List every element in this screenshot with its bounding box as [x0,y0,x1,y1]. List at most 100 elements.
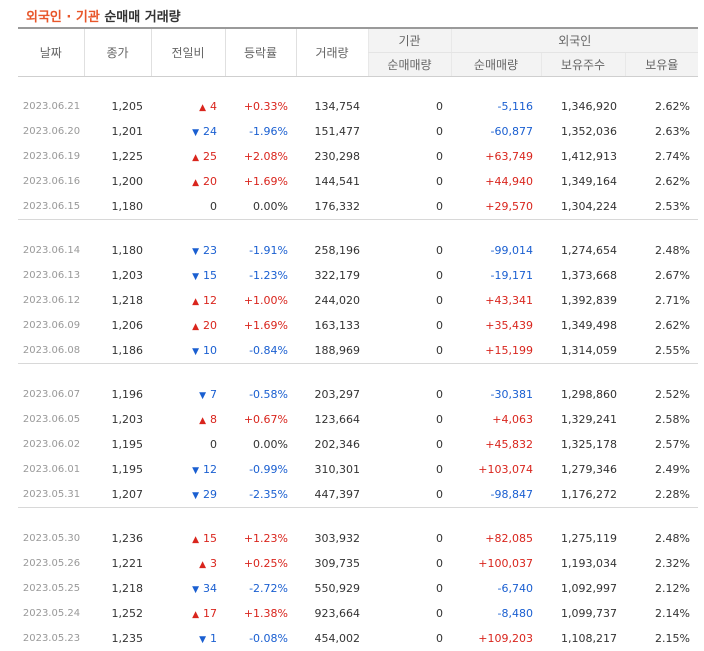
change-value: 23 [203,244,217,257]
rate-cell: +2.08% [225,144,296,169]
date-cell: 2023.05.31 [18,482,84,508]
close-cell: 1,195 [84,432,151,457]
foreign-net-cell: -5,116 [451,94,541,119]
institution-net-cell: 0 [368,238,451,263]
triangle-down-icon: ▼ [192,491,199,501]
foreign-net-cell: -19,171 [451,263,541,288]
foreign-net-cell: +109,203 [451,626,541,651]
change-value: 7 [210,388,217,401]
foreign-net-cell: +45,832 [451,432,541,457]
date-cell: 2023.06.05 [18,407,84,432]
rate-cell: -0.99% [225,457,296,482]
institution-net-cell: 0 [368,169,451,194]
foreign-ratio-cell: 2.48% [625,238,698,263]
change-cell: 0 [151,432,225,457]
volume-cell: 202,346 [296,432,368,457]
date-cell: 2023.06.01 [18,457,84,482]
change-cell: ▼12 [151,457,225,482]
foreign-ratio-cell: 2.62% [625,313,698,338]
foreign-net-cell: -30,381 [451,382,541,407]
change-value: 17 [203,607,217,620]
foreign-net-cell: -98,847 [451,482,541,508]
header-foreign-holdings: 보유주수 [541,53,625,77]
header-foreign-net: 순매매량 [451,53,541,77]
header-change: 전일비 [151,28,225,77]
foreign-net-cell: +103,074 [451,457,541,482]
date-cell: 2023.06.14 [18,238,84,263]
foreign-net-cell: +43,341 [451,288,541,313]
foreign-ratio-cell: 2.28% [625,482,698,508]
change-value: 34 [203,582,217,595]
institution-net-cell: 0 [368,457,451,482]
date-cell: 2023.06.13 [18,263,84,288]
rate-cell: -0.84% [225,338,296,364]
close-cell: 1,207 [84,482,151,508]
foreign-holdings-cell: 1,279,346 [541,457,625,482]
change-cell: ▲4 [151,94,225,119]
date-cell: 2023.06.07 [18,382,84,407]
change-cell: ▲8 [151,407,225,432]
foreign-holdings-cell: 1,349,164 [541,169,625,194]
date-cell: 2023.06.16 [18,169,84,194]
institution-net-cell: 0 [368,482,451,508]
close-cell: 1,221 [84,551,151,576]
date-cell: 2023.05.26 [18,551,84,576]
foreign-holdings-cell: 1,108,217 [541,626,625,651]
triangle-down-icon: ▼ [192,128,199,138]
rate-cell: 0.00% [225,194,296,220]
triangle-down-icon: ▼ [199,635,206,645]
foreign-ratio-cell: 2.74% [625,144,698,169]
foreign-ratio-cell: 2.52% [625,382,698,407]
volume-cell: 230,298 [296,144,368,169]
rate-cell: -1.91% [225,238,296,263]
foreign-holdings-cell: 1,274,654 [541,238,625,263]
foreign-ratio-cell: 2.67% [625,263,698,288]
change-value: 15 [203,532,217,545]
foreign-net-cell: -99,014 [451,238,541,263]
foreign-ratio-cell: 2.14% [625,601,698,626]
change-value: 12 [203,294,217,307]
header-date: 날짜 [18,28,84,77]
change-value: 10 [203,344,217,357]
volume-cell: 258,196 [296,238,368,263]
close-cell: 1,252 [84,601,151,626]
change-value: 15 [203,269,217,282]
rate-cell: -2.35% [225,482,296,508]
institution-net-cell: 0 [368,551,451,576]
foreign-net-cell: +29,570 [451,194,541,220]
change-cell: ▲20 [151,313,225,338]
change-value: 0 [210,200,217,213]
rate-cell: -1.23% [225,263,296,288]
triangle-up-icon: ▲ [192,322,199,332]
foreign-ratio-cell: 2.62% [625,169,698,194]
volume-cell: 447,397 [296,482,368,508]
foreign-net-cell: -60,877 [451,119,541,144]
triangle-down-icon: ▼ [192,585,199,595]
rate-cell: 0.00% [225,432,296,457]
triangle-down-icon: ▼ [192,247,199,257]
change-cell: ▼1 [151,626,225,651]
date-cell: 2023.06.09 [18,313,84,338]
change-cell: 0 [151,194,225,220]
change-value: 4 [210,100,217,113]
foreign-holdings-cell: 1,346,920 [541,94,625,119]
triangle-down-icon: ▼ [192,272,199,282]
foreign-ratio-cell: 2.58% [625,407,698,432]
close-cell: 1,235 [84,626,151,651]
foreign-net-cell: +44,940 [451,169,541,194]
date-cell: 2023.05.23 [18,626,84,651]
change-value: 8 [210,413,217,426]
volume-cell: 322,179 [296,263,368,288]
trading-table: 날짜 종가 전일비 등락률 거래량 기관 외국인 순매매량 순매매량 보유주수 … [18,27,698,651]
institution-net-cell: 0 [368,119,451,144]
